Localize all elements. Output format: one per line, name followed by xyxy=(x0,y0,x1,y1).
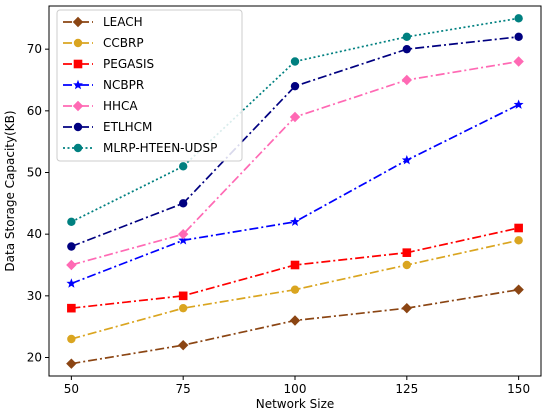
series-hhca xyxy=(66,56,524,271)
data-point-mlrp-hteen-udsp xyxy=(402,32,412,42)
data-point-etlhcm xyxy=(402,44,412,54)
data-point-hhca xyxy=(177,228,189,240)
data-point-ccbrp xyxy=(178,303,188,313)
legend-label: NCBPR xyxy=(103,78,144,92)
legend-marker xyxy=(73,59,83,69)
data-point-mlrp-hteen-udsp xyxy=(178,162,188,171)
legend-item-pegasis: PEGASIS xyxy=(63,57,154,71)
data-point-etlhcm xyxy=(514,32,523,42)
data-point-mlrp-hteen-udsp xyxy=(514,14,523,23)
plot-area xyxy=(66,14,524,369)
legend-label: CCBRP xyxy=(103,36,144,50)
data-point-etlhcm xyxy=(178,199,188,208)
data-point-ccbrp xyxy=(67,334,76,344)
legend-marker xyxy=(73,38,83,48)
data-point-leach xyxy=(177,339,189,351)
series-ccbrp xyxy=(67,236,523,344)
data-point-pegasis xyxy=(402,248,412,257)
data-point-leach xyxy=(513,284,524,295)
data-point-leach xyxy=(289,315,301,326)
legend-label: ETLHCM xyxy=(103,120,152,134)
data-point-hhca xyxy=(513,56,524,67)
legend-label: PEGASIS xyxy=(103,57,154,71)
x-tick-label: 150 xyxy=(507,382,530,396)
y-tick-label: 30 xyxy=(27,289,42,303)
data-point-mlrp-hteen-udsp xyxy=(67,217,76,227)
legend-label: MLRP-HTEEN-UDSP xyxy=(103,141,217,155)
legend-label: LEACH xyxy=(103,15,143,29)
legend-item-ncbpr: NCBPR xyxy=(63,78,144,92)
legend-marker xyxy=(72,16,84,28)
legend-label: HHCA xyxy=(103,99,138,113)
data-point-pegasis xyxy=(178,291,188,301)
y-tick-label: 40 xyxy=(27,227,42,241)
data-point-ccbrp xyxy=(514,236,523,245)
data-point-ncbpr xyxy=(290,216,300,227)
x-tick-label: 50 xyxy=(64,382,79,396)
legend-marker xyxy=(73,143,83,153)
data-point-leach xyxy=(66,358,77,369)
legend-item-hhca: HHCA xyxy=(63,99,138,113)
data-point-pegasis xyxy=(67,303,76,313)
data-point-mlrp-hteen-udsp xyxy=(290,57,300,66)
y-axis-title: Data Storage Capacity(KB) xyxy=(3,110,17,271)
series-line-etlhcm xyxy=(71,35,519,248)
data-point-etlhcm xyxy=(290,81,300,91)
legend-marker xyxy=(72,100,84,112)
legend-item-mlrp-hteen-udsp: MLRP-HTEEN-UDSP xyxy=(63,141,217,155)
series-mlrp-hteen-udsp xyxy=(67,14,523,227)
y-tick-label: 60 xyxy=(27,104,42,118)
y-tick-label: 70 xyxy=(27,42,42,56)
series-pegasis xyxy=(67,223,523,313)
series-leach xyxy=(66,284,524,369)
legend-box xyxy=(56,9,243,162)
data-point-leach xyxy=(401,302,413,314)
legend: LEACH CCBRP PEGASIS NCBPR HHCA ETLHCM MLRP-HTE… xyxy=(56,9,243,162)
legend-marker xyxy=(73,122,83,132)
series-ncbpr xyxy=(66,99,524,288)
data-point-pegasis xyxy=(514,223,523,233)
data-point-etlhcm xyxy=(67,242,76,251)
x-tick-label: 100 xyxy=(284,382,307,396)
x-tick-label: 125 xyxy=(395,382,418,396)
x-axis-title: Network Size xyxy=(256,397,335,411)
series-line-leach xyxy=(71,288,519,365)
x-tick-label: 75 xyxy=(176,382,191,396)
data-point-ccbrp xyxy=(402,260,412,270)
legend-item-leach: LEACH xyxy=(63,15,143,29)
data-point-ccbrp xyxy=(290,285,300,294)
data-point-ncbpr xyxy=(513,99,524,109)
y-tick-label: 20 xyxy=(27,351,42,365)
series-etlhcm xyxy=(67,32,523,251)
legend-marker xyxy=(73,79,83,90)
legend-item-etlhcm: ETLHCM xyxy=(63,120,152,134)
data-point-hhca xyxy=(289,111,301,123)
data-point-pegasis xyxy=(290,260,300,270)
data-point-hhca xyxy=(66,259,77,271)
data-point-ncbpr xyxy=(66,278,77,288)
data-point-hhca xyxy=(401,74,413,86)
y-tick-label: 50 xyxy=(27,166,42,180)
data-point-ncbpr xyxy=(401,154,412,165)
data-point-ncbpr xyxy=(178,235,189,245)
axes: 50 75 100 125 150 20 30 40 50 60 70 xyxy=(27,5,542,396)
legend-item-ccbrp: CCBRP xyxy=(63,36,144,50)
